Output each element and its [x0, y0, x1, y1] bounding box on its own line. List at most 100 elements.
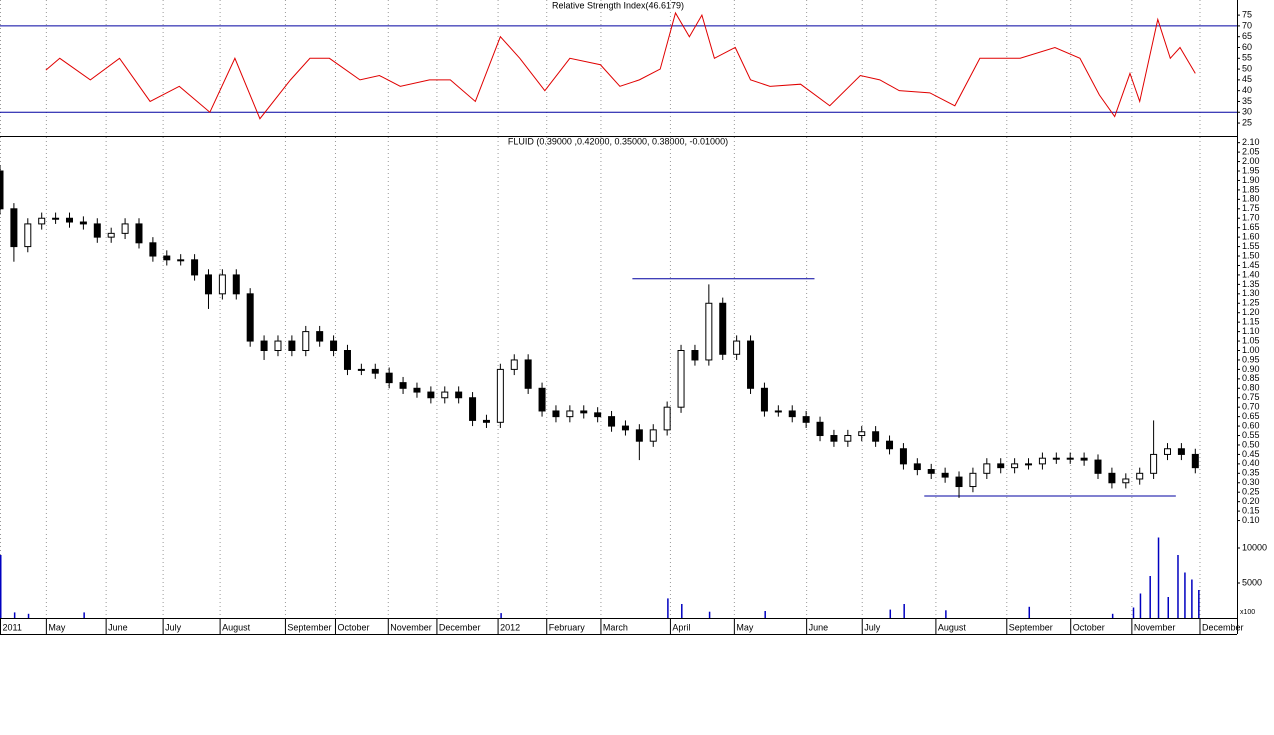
- candle-body: [38, 217, 46, 225]
- volume-bar: [1028, 606, 1031, 618]
- y-tick-label: 60: [1242, 42, 1252, 52]
- candle-body: [232, 274, 240, 295]
- candle-body: [969, 472, 977, 488]
- y-tick-label: 0.60: [1242, 420, 1260, 430]
- y-tick-label: 1.75: [1242, 203, 1260, 213]
- candle-body: [580, 410, 588, 414]
- y-tick-label: 1.95: [1242, 165, 1260, 175]
- volume-bar: [0, 555, 2, 618]
- y-tick-label: 5000: [1242, 577, 1262, 587]
- volume-bar: [83, 612, 85, 618]
- candle-body: [93, 223, 101, 238]
- candle-body: [107, 232, 115, 238]
- volume-bar: [945, 610, 947, 618]
- candle-body: [385, 372, 393, 384]
- y-tick-label: 70: [1242, 20, 1252, 30]
- y-tick-label: 35: [1242, 96, 1252, 106]
- y-tick-label: 1.45: [1242, 260, 1260, 270]
- x-tick-label: September: [1009, 622, 1053, 632]
- candle-body: [635, 429, 643, 442]
- candle-body: [691, 350, 699, 361]
- y-tick-label: 0.80: [1242, 383, 1260, 393]
- candle-body: [802, 416, 810, 423]
- x-tick-label: December: [1202, 622, 1244, 632]
- y-tick-label: 45: [1242, 74, 1252, 84]
- candle-body: [65, 217, 73, 223]
- candle-body: [455, 391, 463, 399]
- candle-body: [705, 302, 713, 361]
- candle-body: [844, 435, 852, 442]
- y-tick-label: 0.35: [1242, 468, 1260, 478]
- candle-body: [955, 476, 963, 488]
- volume-bar: [903, 604, 905, 618]
- candle-body: [524, 359, 532, 389]
- candle-body: [1038, 457, 1046, 465]
- candle-body: [677, 350, 685, 408]
- y-tick-label: 0.90: [1242, 364, 1260, 374]
- candle-body: [482, 419, 490, 423]
- volume-bar: [1149, 576, 1151, 618]
- y-tick-label: 1.05: [1242, 335, 1260, 345]
- x-tick-label: November: [390, 622, 432, 632]
- candle-body: [816, 421, 824, 437]
- y-tick-label: 0.95: [1242, 354, 1260, 364]
- candle-body: [1150, 453, 1158, 474]
- y-tick-label: 75: [1242, 9, 1252, 19]
- candle-body: [52, 217, 60, 220]
- volume-bar: [1177, 555, 1179, 618]
- candle-body: [288, 340, 296, 352]
- volume-bar: [764, 611, 766, 618]
- candle-body: [621, 425, 629, 431]
- x-tick-label: November: [1134, 622, 1176, 632]
- y-tick-label: 1.50: [1242, 250, 1260, 260]
- y-tick-label: 1.80: [1242, 194, 1260, 204]
- candle-body: [163, 255, 171, 261]
- candle-body: [191, 259, 199, 276]
- y-tick-label: 1.90: [1242, 175, 1260, 185]
- candle-body: [399, 382, 407, 389]
- candle-body: [941, 472, 949, 478]
- volume-bar: [708, 611, 711, 618]
- y-tick-label: 0.55: [1242, 430, 1260, 440]
- volume-bar: [1167, 597, 1170, 618]
- y-tick-label: 10000: [1242, 542, 1267, 552]
- x-tick-label: May: [48, 622, 66, 632]
- y-tick-label: 1.35: [1242, 279, 1260, 289]
- candle-body: [121, 223, 129, 234]
- candle-body: [1011, 463, 1019, 469]
- candle-body: [177, 259, 185, 262]
- candle-body: [316, 331, 324, 342]
- volume-bar: [27, 613, 30, 618]
- candle-body: [899, 448, 907, 465]
- candle-body: [274, 340, 282, 352]
- candle-body: [357, 368, 365, 371]
- candle-body: [719, 302, 727, 355]
- x-tick-label: 2012: [500, 622, 520, 632]
- y-tick-label: 0.85: [1242, 373, 1260, 383]
- candle-body: [0, 170, 4, 210]
- candle-body: [886, 440, 894, 450]
- y-tick-label: 1.25: [1242, 298, 1260, 308]
- candle-body: [663, 406, 671, 431]
- y-tick-label: 65: [1242, 31, 1252, 41]
- x-tick-label: October: [337, 622, 369, 632]
- y-tick-label: 30: [1242, 107, 1252, 117]
- y-tick-label: 1.10: [1242, 326, 1260, 336]
- candle-body: [510, 359, 518, 370]
- candle-body: [552, 410, 560, 418]
- y-tick-label: 1.40: [1242, 269, 1260, 279]
- candle-body: [733, 340, 741, 355]
- y-tick-label: 1.60: [1242, 232, 1260, 242]
- x-tick-label: December: [439, 622, 481, 632]
- candle-body: [1025, 463, 1033, 466]
- candle-body: [427, 391, 435, 399]
- candle-body: [260, 340, 268, 352]
- price-title: FLUID (0.39000 ,0.42000, 0.35000, 0.3800…: [508, 136, 728, 146]
- volume-bar: [13, 612, 16, 618]
- y-tick-label: 0.15: [1242, 505, 1260, 515]
- candle-body: [1052, 457, 1060, 460]
- y-tick-label: 1.55: [1242, 241, 1260, 251]
- candle-body: [10, 208, 18, 248]
